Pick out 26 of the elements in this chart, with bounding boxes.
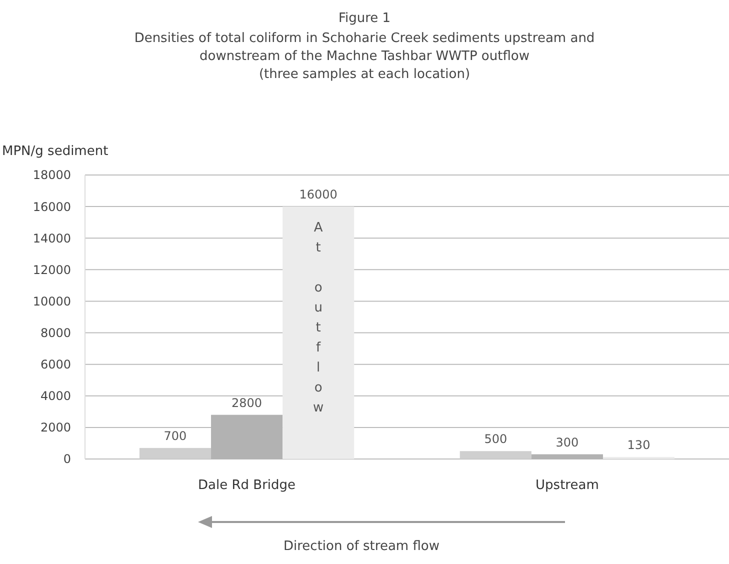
text: Direction of stream flow xyxy=(284,539,440,554)
data-label: 2800 xyxy=(232,396,262,410)
bar xyxy=(139,448,212,459)
x-tick-label: Dale Rd Bridge xyxy=(198,478,296,493)
data-label: 16000 xyxy=(299,188,338,202)
annotation: At outflow xyxy=(310,220,326,421)
chart-subtitle: Densities of total coliform in Schoharie Creek sediments upstream and downstream of the Machne Tashbar WWTP outflow (three samples at each location) xyxy=(134,31,595,82)
data-label: 500 xyxy=(484,432,508,446)
y-tick-label: 4000 xyxy=(40,389,71,404)
y-tick-label: 16000 xyxy=(32,200,71,214)
y-axis-title: MPN/g sediment xyxy=(2,144,108,159)
data-label: 700 xyxy=(164,428,187,443)
y-tick-label: 6000 xyxy=(40,358,71,372)
data-label: 300 xyxy=(556,435,579,450)
y-tick-label: 14000 xyxy=(32,231,71,246)
y-tick-label: 10000 xyxy=(32,294,71,308)
y-tick-label: 8000 xyxy=(40,326,71,340)
data-label: 130 xyxy=(627,438,650,452)
x-tick-label: Upstream xyxy=(536,478,599,493)
y-tick-label: 2000 xyxy=(40,420,71,435)
y-tick-label: 12000 xyxy=(32,262,71,277)
bar xyxy=(460,451,532,459)
chart-title: Figure 1 xyxy=(338,11,391,26)
bar xyxy=(282,206,354,459)
y-tick-label: 18000 xyxy=(32,168,71,182)
y-tick-label: 0 xyxy=(63,452,71,466)
